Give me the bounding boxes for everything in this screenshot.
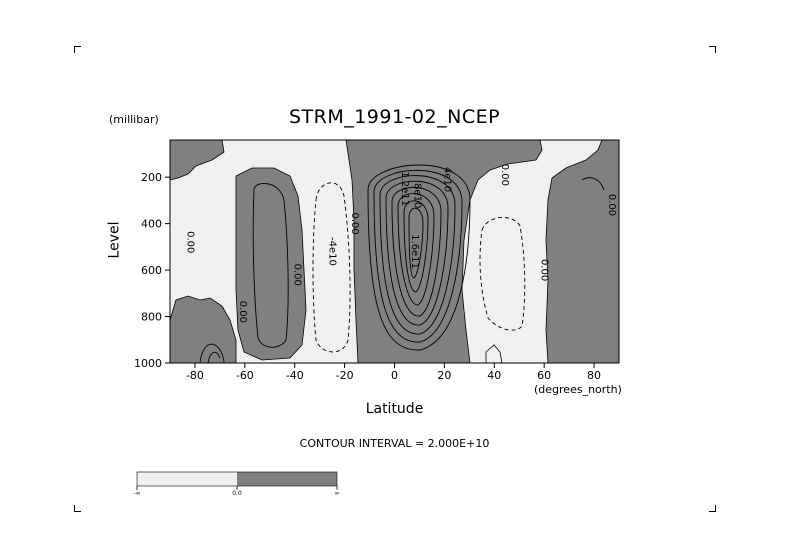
negative-bump-1 [485,344,503,363]
contour-label: 0.00 [349,212,360,234]
contour-label: 1.6e11 [409,234,420,269]
y-tick-label: 800 [141,311,162,324]
y-tick-label: 400 [141,218,162,231]
contour-label: 0.00 [499,164,510,186]
x-tick-label: -60 [236,369,254,382]
crop-mark-bottom-right [709,505,716,512]
x-tick-label: 40 [487,369,501,382]
positive-contours [199,164,605,363]
contour-label: 0.00 [237,301,248,323]
x-tick-label: -20 [336,369,354,382]
contour-label: 0.00 [184,231,195,253]
y-tick-label: 1000 [134,357,162,370]
x-tick-label: 0 [391,369,398,382]
plot-area [170,140,619,363]
contour-label: -4e10 [327,237,338,266]
axis-ticks: -80 -60 -40 -20 0 20 40 60 80 200 400 600 800 1000 [134,171,601,382]
x-axis-label: Latitude [365,401,424,417]
positive-region-sh-surface [170,295,237,363]
colorbar-swatch [237,472,337,486]
contour-label: 0.00 [606,194,617,216]
colorbar-label: -∞ [133,490,140,497]
contour-label: 8e10 [411,183,422,208]
crop-mark-bottom-left [74,505,81,512]
crop-mark-top-left [74,46,81,53]
contour-labels: 0.00 0.00 0.00 -4e10 0.00 1.2e11 8e10 4e10 1.6e1… [184,164,617,323]
positive-region-hadley [345,140,543,363]
x-tick-label: -80 [186,369,204,382]
contour-label: 0.00 [292,264,303,286]
negative-contours [312,182,526,353]
x-tick-label: 80 [587,369,601,382]
y-axis-units: (millibar) [109,113,159,126]
positive-region-nh-polar [545,140,619,363]
x-tick-label: 20 [437,369,451,382]
colorbar-label: 0.0 [232,490,242,497]
contour-label: 4e10 [441,167,452,192]
chart-title: STRM_1991-02_NCEP [288,106,501,128]
contour-label: 1.2e11 [399,171,410,206]
contour-label: 0.00 [539,259,550,281]
crop-mark-top-right [709,46,716,53]
positive-region-sh-polar [170,140,225,181]
colorbar-swatch [137,472,237,486]
y-tick-label: 200 [141,171,162,184]
x-axis-units: (degrees_north) [534,383,622,396]
contour-interval-text: CONTOUR INTERVAL = 2.000E+10 [299,437,490,450]
y-tick-label: 600 [141,264,162,277]
colorbar-label: ∞ [335,490,340,497]
colorbar: -∞ 0.0 ∞ [133,471,340,497]
x-tick-label: -40 [286,369,304,382]
x-tick-label: 60 [537,369,551,382]
